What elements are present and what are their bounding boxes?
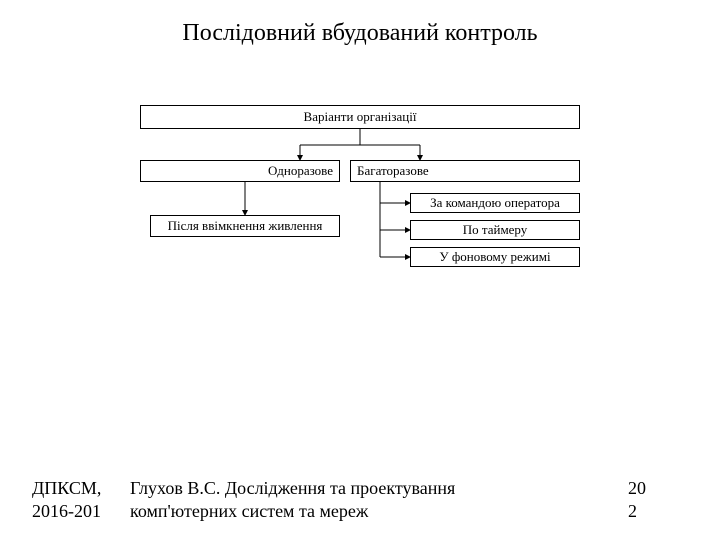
node-by-timer-label: По таймеру [463,222,528,238]
footer-left: ДПКСМ, 2016-201 [32,477,122,522]
footer-center-line1: Глухов В.С. Дослідження та проектування [130,478,455,498]
node-single-label: Одноразове [268,163,333,179]
node-by-operator-label: За командою оператора [430,195,560,211]
node-background-label: У фоновому режимі [439,249,550,265]
footer-center: Глухов В.С. Дослідження та проектування … [130,477,550,522]
node-single: Одноразове [140,160,340,182]
node-after-power-label: Після ввімкнення живлення [168,218,323,234]
node-after-power: Після ввімкнення живлення [150,215,340,237]
diagram-connectors [0,0,720,540]
node-by-operator: За командою оператора [410,193,580,213]
footer-center-line2: комп'ютерних систем та мереж [130,501,368,521]
node-multi: Багаторазове [350,160,580,182]
node-root: Варіанти організації [140,105,580,129]
footer-right: 20 2 [628,477,688,522]
footer-right-line2: 2 [628,501,637,521]
node-by-timer: По таймеру [410,220,580,240]
footer-right-line1: 20 [628,478,646,498]
node-multi-label: Багаторазове [357,163,429,179]
footer-left-line1: ДПКСМ, [32,478,101,498]
page-title: Послідовний вбудований контроль [0,20,720,47]
footer-left-line2: 2016-201 [32,501,101,521]
node-background: У фоновому режимі [410,247,580,267]
node-root-label: Варіанти організації [304,109,417,125]
